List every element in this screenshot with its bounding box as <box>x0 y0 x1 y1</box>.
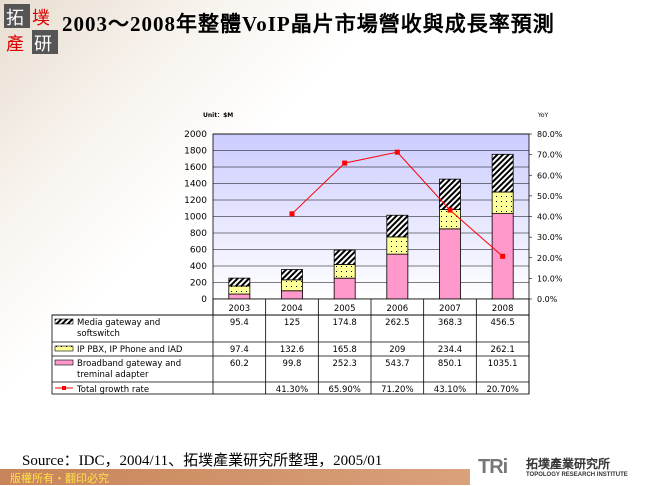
bar-segment <box>228 293 251 300</box>
table-cell: 850.1 <box>438 359 462 369</box>
table-cell: 209 <box>389 345 405 355</box>
y2-tick-label: 60.0% <box>537 171 563 180</box>
bar-segment <box>228 285 251 295</box>
table-cell: 65.90% <box>328 385 360 395</box>
bar-segment <box>386 253 409 300</box>
table-cell: 99.8 <box>283 359 302 369</box>
legend-label: Media gateway and softswitch <box>77 318 160 339</box>
svg-text:研: 研 <box>34 34 52 55</box>
bar-segment <box>333 277 356 300</box>
bar-segment <box>491 191 514 215</box>
legend-swatch <box>54 318 74 325</box>
table-cell: 252.3 <box>332 359 356 369</box>
table-cell: 95.4 <box>230 318 249 328</box>
table-cell: 97.4 <box>230 345 249 355</box>
table-cell: 262.1 <box>490 345 514 355</box>
x-tick-label: 2003 <box>229 304 251 314</box>
table-cell: 456.5 <box>490 318 514 328</box>
growth-point <box>342 160 348 166</box>
brand-mark: TRi <box>478 456 508 478</box>
y2-tick-label: 10.0% <box>537 274 563 283</box>
growth-point <box>447 207 453 213</box>
table-cell: 71.20% <box>381 385 413 395</box>
table-cell: 132.6 <box>280 345 304 355</box>
brand-name-cn: 拓墣產業研究所 <box>526 457 611 471</box>
bar-segment <box>439 228 461 300</box>
y2-tick-label: 70.0% <box>537 151 563 160</box>
x-tick-label: 2005 <box>334 304 356 314</box>
y-tick-label: 200 <box>190 279 207 289</box>
bar-segment <box>439 178 461 210</box>
y2-tick-label: 30.0% <box>537 233 563 242</box>
legend-label: IP PBX, IP Phone and IAD <box>77 345 183 355</box>
svg-text:拓: 拓 <box>6 8 24 29</box>
bar-segment <box>281 279 303 292</box>
table-cell: 543.7 <box>385 359 409 369</box>
y2-label: YoY <box>537 112 549 119</box>
table-cell: 20.70% <box>486 385 518 395</box>
data-table <box>51 314 530 395</box>
x-tick-label: 2004 <box>281 304 303 314</box>
table-cell: 234.4 <box>438 345 462 355</box>
y-tick-label: 1800 <box>184 147 207 157</box>
y2-tick-label: 40.0% <box>537 213 563 222</box>
bar-segment <box>333 264 356 279</box>
x-tick-label: 2008 <box>492 304 514 314</box>
y-tick-label: 1600 <box>184 163 207 173</box>
growth-point <box>394 149 400 155</box>
legend-label: Total growth rate <box>76 385 149 395</box>
bar-segment <box>228 277 251 287</box>
svg-text:墣: 墣 <box>32 8 50 29</box>
bar-segment <box>386 236 409 255</box>
y-tick-label: 1200 <box>184 196 207 206</box>
legend-swatch <box>54 359 74 366</box>
y2-tick-label: 80.0% <box>537 130 563 139</box>
y-tick-label: 0 <box>201 295 207 305</box>
y-tick-label: 1400 <box>184 180 207 190</box>
y2-tick-label: 50.0% <box>537 192 563 201</box>
table-cell: 368.3 <box>438 318 462 328</box>
source-note: Source：IDC，2004/11、拓墣產業研究所整理，2005/01 <box>22 453 383 469</box>
legend-marker <box>62 386 66 390</box>
y-tick-label: 600 <box>190 246 207 256</box>
logo: 拓 墣 產 研 <box>4 4 58 55</box>
brand-name-en: TOPOLOGY RESEARCH INSTITUTE <box>526 472 628 478</box>
bar-segment <box>386 214 409 238</box>
table-cell: 43.10% <box>434 385 466 395</box>
growth-point <box>500 253 506 259</box>
svg-text:產: 產 <box>6 34 24 55</box>
y2-tick-label: 0.0% <box>537 295 558 304</box>
bar-segment <box>281 290 303 300</box>
brand-logo: TRi 拓墣產業研究所 TOPOLOGY RESEARCH INSTITUTE <box>470 452 650 485</box>
y2-tick-label: 20.0% <box>537 254 563 263</box>
x-tick-label: 2007 <box>439 304 461 314</box>
y-tick-label: 400 <box>190 262 207 272</box>
bar-segment <box>333 249 356 265</box>
bar-segment <box>491 153 514 193</box>
growth-point <box>289 211 295 217</box>
x-tick-label: 2006 <box>387 304 409 314</box>
y-tick-label: 800 <box>190 229 207 239</box>
bar-segment <box>281 269 303 281</box>
page-title: 2003～2008年整體VoIP晶片市場營收與成長率預測 <box>62 12 555 36</box>
legend-label: Broadband gateway and treminal adapter <box>77 359 181 380</box>
table-cell: 165.8 <box>332 345 356 355</box>
table-cell: 262.5 <box>385 318 409 328</box>
unit-label: Unit：$M <box>203 112 233 119</box>
legend-swatch <box>54 345 74 352</box>
copyright: 版權所有・翻印必究 <box>10 473 109 485</box>
table-cell: 1035.1 <box>488 359 518 369</box>
table-cell: 174.8 <box>332 318 356 328</box>
table-cell: 125 <box>284 318 300 328</box>
table-cell: 41.30% <box>276 385 308 395</box>
y-tick-label: 1000 <box>184 213 207 223</box>
table-cell: 60.2 <box>230 359 249 369</box>
y-tick-label: 2000 <box>184 130 207 140</box>
